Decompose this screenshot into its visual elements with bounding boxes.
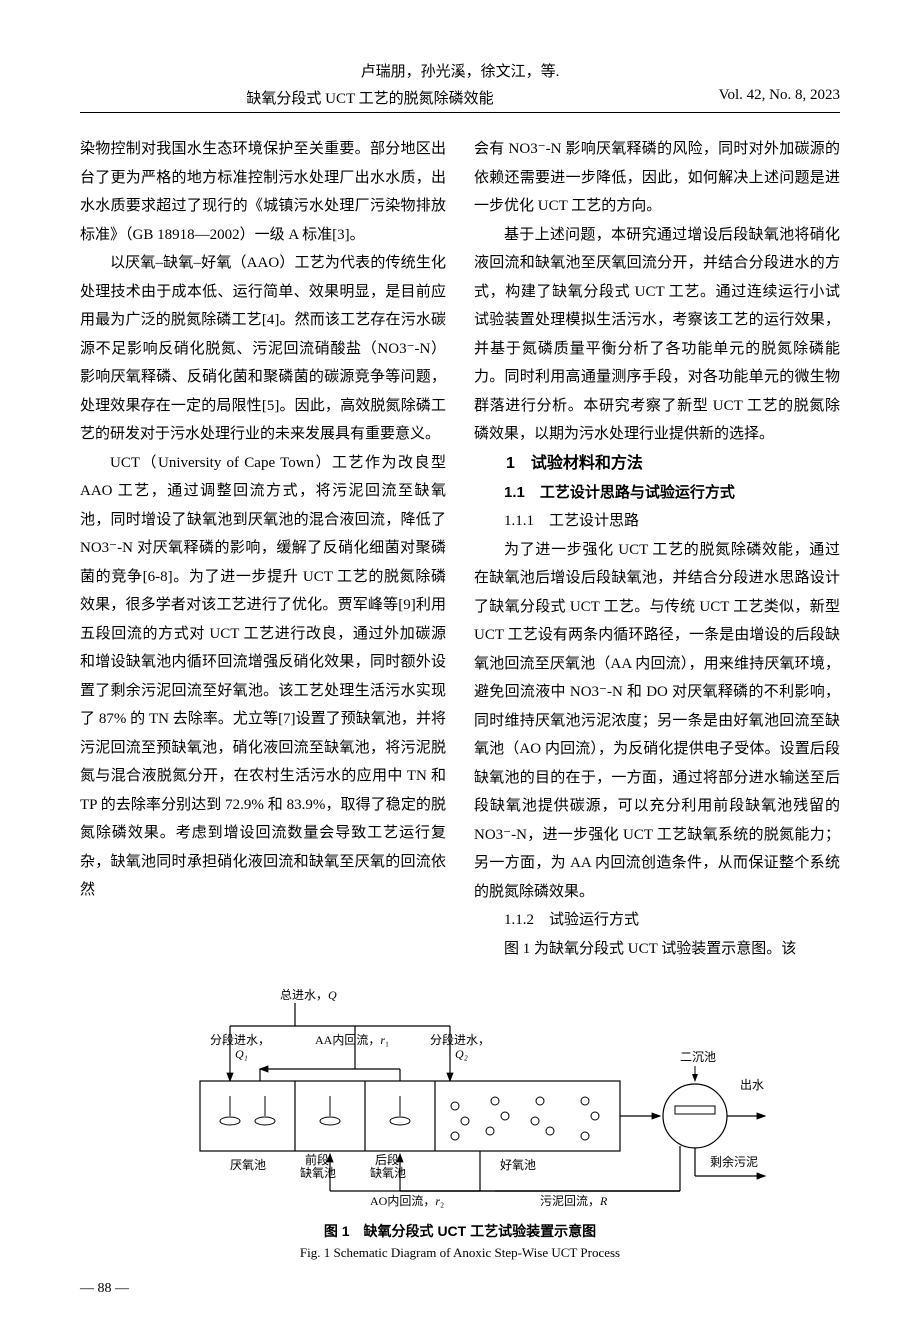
header-title: 缺氧分段式 UCT 工艺的脱氮除磷效能 [80,87,660,108]
label-q1: 分段进水， [210,1032,270,1047]
figure-caption-zh: 图 1 缺氧分段式 UCT 工艺试验装置示意图 [80,1221,840,1241]
section-heading-1-1-1: 1.1.1 工艺设计思路 [474,507,840,536]
right-column: 会有 NO3⁻-N 影响厌氧释磷的风险，同时对外加碳源的依赖还需要进一步降低，因… [474,135,840,963]
label-q2: 分段进水， [430,1032,490,1047]
section-heading-1-1: 1.1 工艺设计思路与试验运行方式 [474,479,840,508]
label-anaerobic: 厌氧池 [230,1158,266,1172]
label-waste: 剩余污泥 [710,1154,758,1169]
reactor-box [200,1081,620,1151]
label-q2-var: Q₂ [455,1047,468,1061]
page-number: — 88 — [80,1281,840,1297]
figure-caption-en: Fig. 1 Schematic Diagram of Anoxic Step-… [80,1245,840,1261]
label-total-in: 总进水，Q [280,988,337,1002]
label-anoxic-b2: 缺氧池 [370,1165,406,1180]
para: 会有 NO3⁻-N 影响厌氧释磷的风险，同时对外加碳源的依赖还需要进一步降低，因… [474,135,840,221]
left-column: 染物控制对我国水生态环境保护至关重要。部分地区出台了更为严格的地方标准控制污水处… [80,135,446,963]
label-anoxic-b1: 后段 [375,1152,399,1167]
para: 以厌氧–缺氧–好氧（AAO）工艺为代表的传统生化处理技术由于成本低、运行简单、效… [80,249,446,449]
section-heading-1: 1 试验材料和方法 [474,449,840,479]
label-aa: AA内回流，r₁ [315,1033,389,1047]
para: 染物控制对我国水生态环境保护至关重要。部分地区出台了更为严格的地方标准控制污水处… [80,135,446,249]
header-issue: Vol. 42, No. 8, 2023 [660,87,840,108]
label-anoxic-f2: 缺氧池 [300,1165,336,1180]
label-secondary: 二沉池 [680,1050,716,1064]
label-effluent: 出水 [740,1078,764,1092]
label-sludge-r: 污泥回流，R [540,1194,608,1208]
header-authors: 卢瑞朋，孙光溪，徐文江，等. [80,60,840,81]
label-q1-var: Q₁ [235,1047,248,1061]
para: 为了进一步强化 UCT 工艺的脱氮除磷效能，通过在缺氧池后增设后段缺氧池，并结合… [474,536,840,907]
figure-1-diagram: 总进水，Q 分段进水， Q₁ AA内回流，r₁ 分段进水， Q₂ [140,981,780,1211]
para: 图 1 为缺氧分段式 UCT 试验装置示意图。该 [474,935,840,964]
section-heading-1-1-2: 1.1.2 试验运行方式 [474,906,840,935]
label-aerobic: 好氧池 [500,1158,536,1172]
para: UCT（University of Cape Town）工艺作为改良型 AAO … [80,449,446,905]
two-column-body: 染物控制对我国水生态环境保护至关重要。部分地区出台了更为严格的地方标准控制污水处… [80,135,840,963]
para: 基于上述问题，本研究通过增设后段缺氧池将硝化液回流和缺氧池至厌氧回流分开，并结合… [474,221,840,449]
label-ao: AO内回流，r₂ [370,1194,444,1208]
clarifier [663,1084,727,1148]
label-anoxic-f1: 前段 [305,1152,329,1167]
figure-1: 总进水，Q 分段进水， Q₁ AA内回流，r₁ 分段进水， Q₂ [80,981,840,1261]
header-rule [80,112,840,113]
